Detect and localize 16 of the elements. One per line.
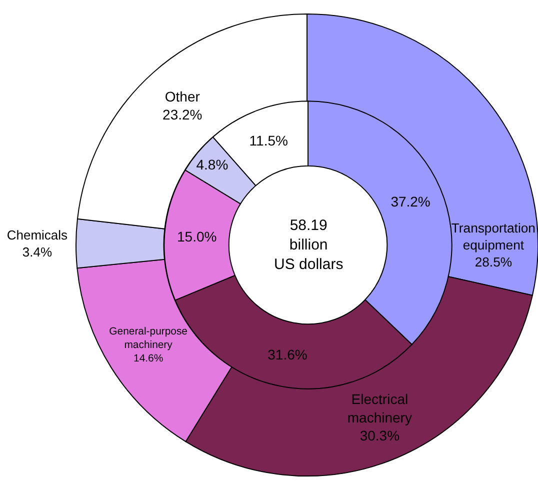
data-label: 3.4% bbox=[22, 244, 52, 260]
data-label: 30.3% bbox=[360, 428, 400, 444]
slice-label: Other bbox=[164, 88, 200, 104]
data-label: 28.5% bbox=[474, 254, 512, 270]
slice-label: General-purpose machinery bbox=[109, 326, 188, 351]
data-label: 37.2% bbox=[390, 193, 430, 210]
data-label: 23.2% bbox=[162, 106, 202, 123]
text: 58.19 billion US dollars bbox=[274, 217, 344, 273]
data-label: 15.0% bbox=[177, 228, 217, 244]
data-label: 14.6% bbox=[134, 354, 164, 365]
data-label: 31.6% bbox=[268, 346, 308, 363]
slice-label: Chemicals bbox=[6, 228, 68, 243]
slice-label: Transportation equipment bbox=[451, 220, 536, 253]
data-label: 11.5% bbox=[249, 132, 288, 149]
slice-label: Electrical machinery bbox=[347, 391, 412, 426]
data-label: 4.8% bbox=[196, 156, 228, 173]
